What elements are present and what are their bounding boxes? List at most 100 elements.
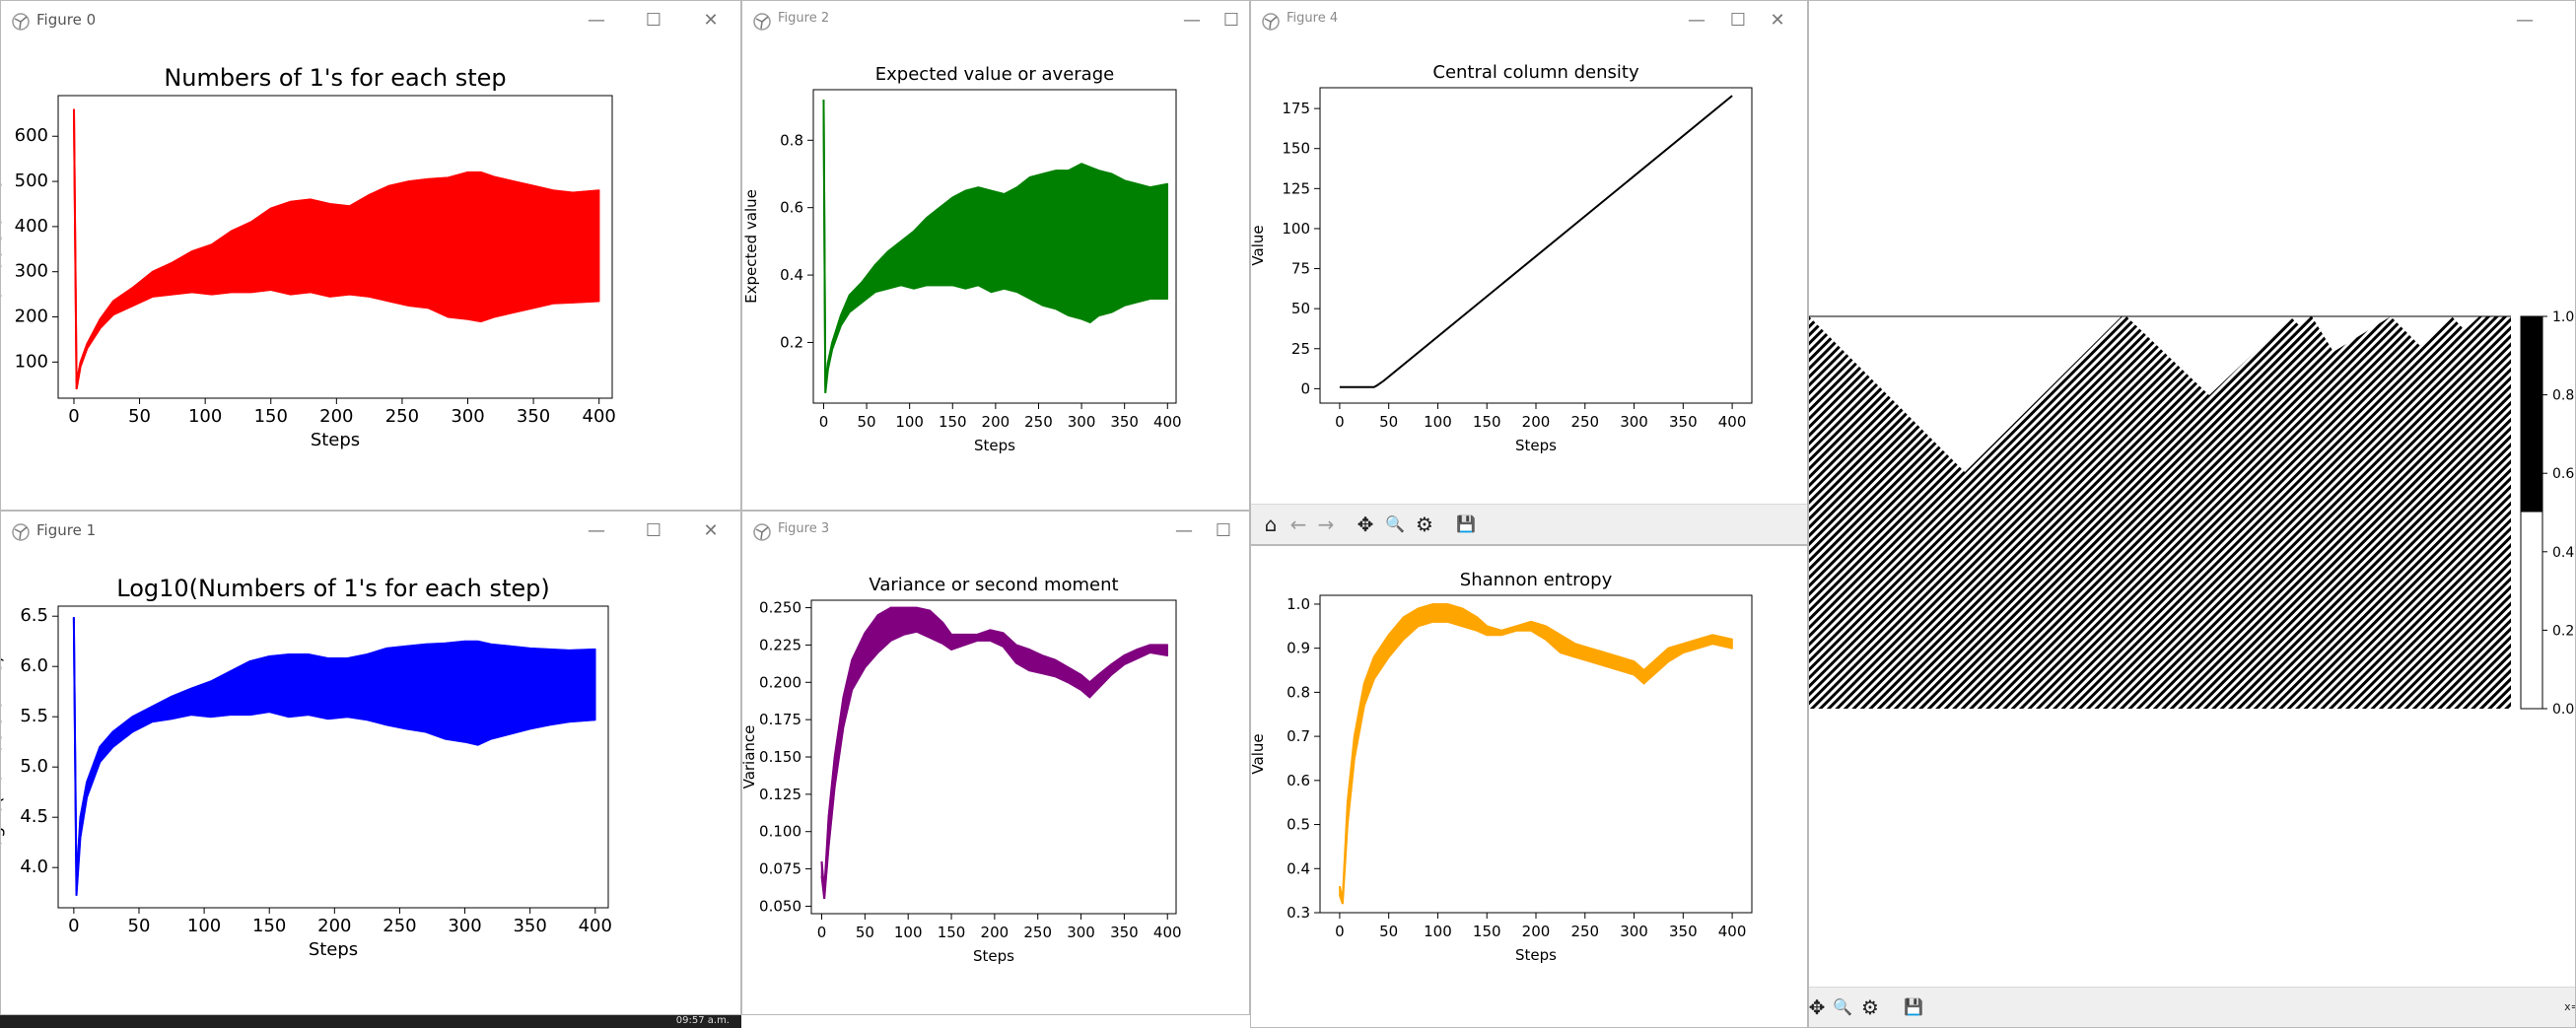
close-button[interactable]: ✕	[1770, 10, 1785, 31]
zoom-button[interactable]: 🔍	[1385, 514, 1405, 533]
figure-3-titlebar[interactable]: Figure 3 — ☐	[742, 512, 1249, 551]
y-tick-label: 5.0	[20, 756, 48, 777]
x-tick-label: 100	[1424, 413, 1452, 431]
y-axis-label: Variance	[742, 725, 758, 789]
x-tick-label: 300	[451, 406, 484, 427]
series-fig5	[1338, 602, 1733, 905]
window-title: Figure 1	[36, 521, 97, 539]
y-tick-label: 0	[1300, 379, 1310, 397]
y-tick-label: 6.0	[20, 655, 48, 676]
x-tick-label: 200	[982, 413, 1010, 431]
plot-frame	[57, 95, 613, 399]
x-tick-label: 150	[252, 916, 286, 936]
figure-6-window: — 0.0 0.2 0.4 0.6 0.8 1.0 ✥ 🔍 ⚙ 💾	[1808, 0, 2576, 1028]
x-tick-label: 300	[448, 916, 481, 936]
x-tick-label: 250	[1570, 923, 1599, 940]
series-line	[1339, 95, 1733, 388]
home-button[interactable]: ⌂	[1264, 513, 1278, 536]
x-tick-label: 400	[583, 406, 616, 427]
figure-4-toolbar: ⌂ ← → ✥ 🔍 ⚙ 💾	[1251, 504, 1807, 544]
y-tick-label: 0.6	[1287, 772, 1310, 789]
back-button[interactable]: ←	[1289, 513, 1307, 536]
close-button[interactable]: ✕	[703, 520, 719, 541]
x-tick-label: 400	[1718, 923, 1747, 940]
series-fig0	[72, 108, 600, 390]
figure-6-titlebar[interactable]: —	[1809, 1, 2575, 40]
minimize-button[interactable]: —	[1183, 10, 1201, 31]
figure-4-titlebar[interactable]: Figure 4 — ☐ ✕	[1251, 1, 1807, 40]
y-tick-label: 0.225	[759, 636, 801, 653]
close-button[interactable]: ✕	[703, 10, 719, 31]
matplotlib-logo-icon	[1262, 13, 1280, 31]
x-tick-label: 0	[68, 916, 79, 936]
figure-0-window: Figure 0 — ☐ ✕ Numbers of 1's for each s…	[0, 0, 741, 511]
maximize-button[interactable]: ☐	[645, 520, 662, 541]
maximize-button[interactable]: ☐	[1222, 10, 1240, 31]
y-tick-label: 300	[15, 261, 48, 282]
x-tick-label: 400	[1153, 924, 1182, 941]
x-tick-label: 50	[856, 924, 874, 941]
automaton-white-triangle-6	[2452, 316, 2479, 330]
series-lower-line	[72, 108, 599, 390]
figure-2-titlebar[interactable]: Figure 2 — ☐	[742, 1, 1249, 40]
zoom-button[interactable]: 🔍	[1833, 997, 1852, 1016]
minimize-button[interactable]: —	[2516, 10, 2534, 31]
figure-6-toolbar: ✥ 🔍 ⚙ 💾 x=	[1809, 987, 2575, 1027]
window-title: Figure 3	[778, 521, 830, 536]
x-tick-label: 150	[939, 413, 967, 431]
colorbar-tick-label: 0.0	[2552, 702, 2574, 718]
maximize-button[interactable]: ☐	[1729, 10, 1747, 31]
heatmap-figure: 0.0 0.2 0.4 0.6 0.8 1.0	[1809, 309, 2574, 718]
minimize-button[interactable]: —	[1688, 10, 1706, 31]
pan-button[interactable]: ✥	[1357, 513, 1374, 536]
y-tick-label: 1.0	[1287, 595, 1310, 613]
figure-0-titlebar[interactable]: Figure 0 — ☐ ✕	[1, 1, 740, 40]
x-axis-label: Steps	[1515, 946, 1557, 964]
series-upper-line	[72, 617, 595, 883]
y-tick-label: 75	[1291, 260, 1310, 278]
y-tick-label: 0.2	[780, 333, 803, 351]
chart-fig5: Shannon entropy Steps Value 0 50 100 150 200 250…	[1251, 570, 1753, 964]
maximize-button[interactable]: ☐	[1215, 520, 1232, 541]
save-button[interactable]: 💾	[1456, 514, 1476, 533]
maximize-button[interactable]: ☐	[645, 10, 662, 31]
y-tick-label: 0.4	[780, 266, 803, 284]
series-fig4	[1339, 95, 1733, 388]
x-tick-label: 0	[819, 413, 829, 431]
minimize-button[interactable]: —	[588, 520, 605, 541]
x-tick-label: 50	[128, 406, 151, 427]
minimize-button[interactable]: —	[1175, 520, 1193, 541]
chart-fig3: Variance or second moment Steps Variance 0 5…	[742, 575, 1182, 965]
x-tick-label: 400	[1718, 413, 1747, 431]
x-tick-label: 50	[1379, 923, 1398, 940]
colorbar-tick-label: 0.6	[2552, 466, 2574, 482]
x-tick-label: 150	[1473, 923, 1501, 940]
x-tick-label: 350	[1669, 413, 1698, 431]
y-tick-label: 4.5	[20, 806, 48, 827]
y-tick-label: 600	[15, 125, 48, 146]
y-axis-label: Value	[1251, 225, 1267, 265]
configure-subplots-button[interactable]: ⚙	[1416, 513, 1433, 536]
save-button[interactable]: 💾	[1904, 997, 1923, 1016]
series-upper-line	[72, 108, 599, 383]
plot-frame	[1319, 594, 1753, 914]
colorbar-tick-label: 0.4	[2552, 545, 2574, 561]
configure-subplots-button[interactable]: ⚙	[1861, 995, 1879, 1019]
x-tick-label: 100	[894, 924, 923, 941]
minimize-button[interactable]: —	[588, 10, 605, 31]
series-fig1	[72, 617, 596, 896]
y-tick-label: 200	[15, 307, 48, 327]
x-tick-label: 400	[1153, 413, 1182, 431]
y-tick-label: 6.5	[20, 605, 48, 626]
pan-button[interactable]: ✥	[1808, 995, 1826, 1019]
chart-title: Central column density	[1432, 62, 1639, 83]
x-axis-label: Steps	[311, 430, 360, 450]
colorbar-tick-label: 1.0	[2552, 309, 2574, 325]
y-tick-label: 0.3	[1287, 904, 1310, 922]
x-tick-label: 0	[817, 924, 827, 941]
figure-1-titlebar[interactable]: Figure 1 — ☐ ✕	[1, 512, 740, 551]
matplotlib-logo-icon	[753, 13, 771, 31]
x-tick-label: 50	[1379, 413, 1398, 431]
forward-button[interactable]: →	[1317, 513, 1335, 536]
y-tick-label: 0.8	[1287, 683, 1310, 701]
